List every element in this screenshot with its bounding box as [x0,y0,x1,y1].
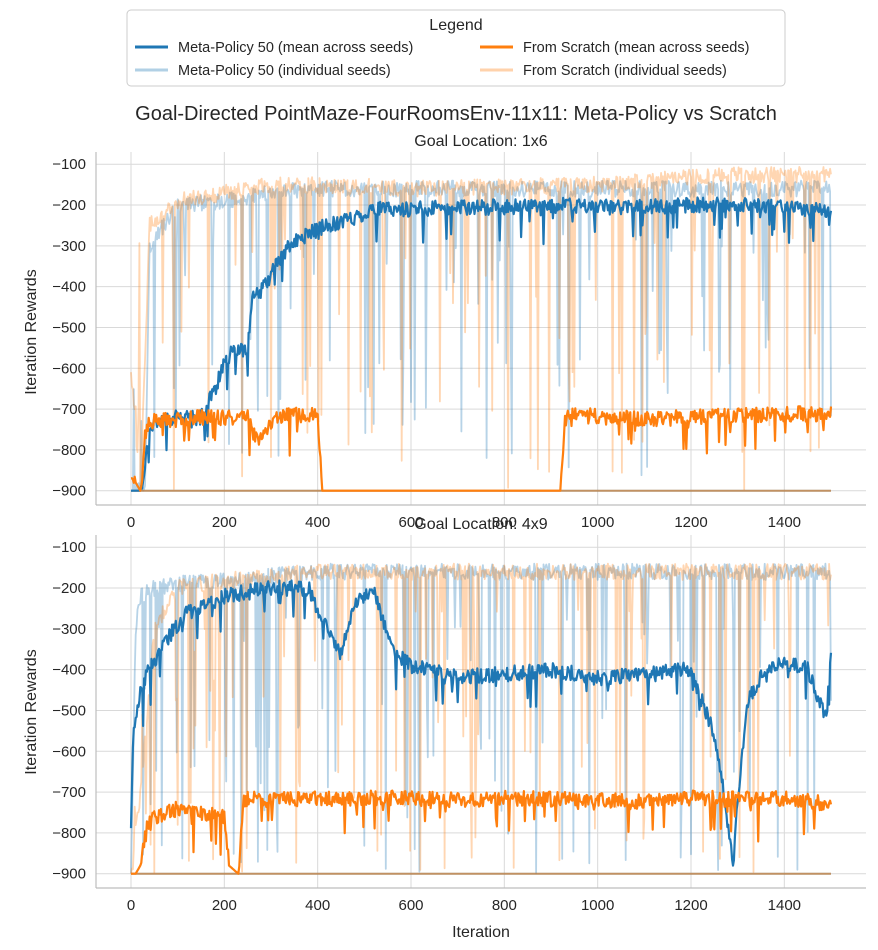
legend-label-meta-seeds: Meta-Policy 50 (individual seeds) [178,63,391,79]
y-tick-label: −300 [52,621,86,638]
legend-label-meta-mean: Meta-Policy 50 (mean across seeds) [178,40,413,56]
legend: Legend Meta-Policy 50 (mean across seeds… [126,9,786,87]
x-tick-label: 200 [212,897,237,914]
x-tick-label: 1200 [674,897,707,914]
x-tick-label: 800 [492,514,517,531]
y-tick-label: −900 [52,483,86,500]
series-line-meta-mean [130,196,833,492]
series-line-scratch-mean [130,405,833,492]
x-tick-label: 0 [127,897,135,914]
series-line-scratch-mean [130,789,833,875]
x-tick-label: 1000 [581,897,614,914]
legend-title: Legend [429,17,482,34]
x-tick-label: 600 [398,897,423,914]
y-tick-label: −400 [52,662,86,679]
series-line-meta-seeds [130,179,832,492]
y-tick-label: −500 [52,702,86,719]
y-axis-title: Iteration Rewards [23,269,40,394]
y-tick-label: −600 [52,360,86,377]
y-tick-label: −700 [52,401,86,418]
x-tick-label: 1000 [581,514,614,531]
y-tick-label: −100 [52,156,86,173]
y-tick-label: −200 [52,580,86,597]
x-tick-label: 200 [212,514,237,531]
series-line-scratch-seeds [130,165,832,492]
x-tick-label: 1400 [768,897,801,914]
x-tick-label: 400 [305,514,330,531]
panel-title: Goal Location: 4x9 [414,516,548,533]
y-tick-label: −700 [52,784,86,801]
x-axis-title: Iteration [452,924,510,941]
y-tick-label: −400 [52,279,86,296]
series-line-meta-seeds [130,562,832,875]
x-tick-label: 1400 [768,514,801,531]
legend-label-scratch-seeds: From Scratch (individual seeds) [523,63,727,79]
x-tick-label: 600 [398,514,423,531]
series-line-scratch-seeds [130,562,832,874]
x-tick-label: 1200 [674,514,707,531]
y-axis-title: Iteration Rewards [23,649,40,774]
y-tick-label: −900 [52,866,86,883]
x-tick-label: 800 [492,897,517,914]
y-tick-label: −300 [52,238,86,255]
legend-frame [126,9,786,87]
y-tick-label: −500 [52,319,86,336]
panel-goal-1x6: −100 −200 −300 −400 −500 −600 −700 −800 −900 0 200… [23,133,866,531]
y-tick-label: −800 [52,442,86,459]
series-line-meta-mean [129,579,833,867]
legend-label-scratch-mean: From Scratch (mean across seeds) [523,40,749,56]
panel-title: Goal Location: 1x6 [414,133,548,150]
y-tick-label: −200 [52,197,86,214]
figure-suptitle: Goal-Directed PointMaze-FourRoomsEnv-11x… [135,103,777,125]
panel-goal-4x9: −100 −200 −300 −400 −500 −600 −700 −800 −900 0 200… [23,516,866,941]
y-tick-label: −100 [52,539,86,556]
y-tick-label: −800 [52,825,86,842]
x-tick-label: 0 [127,514,135,531]
y-tick-label: −600 [52,743,86,760]
x-tick-label: 400 [305,897,330,914]
